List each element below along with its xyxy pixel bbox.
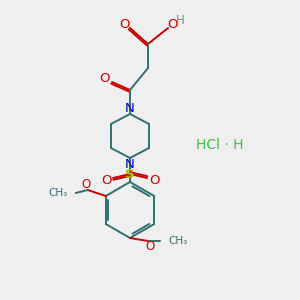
Text: O: O [149,175,159,188]
Text: O: O [100,73,110,85]
Text: O: O [167,17,177,31]
Text: O: O [101,175,111,188]
Text: O: O [119,17,129,31]
Text: HCl · H: HCl · H [196,138,244,152]
Text: N: N [125,101,135,115]
Text: O: O [146,239,154,253]
Text: O: O [81,178,90,191]
Text: N: N [125,158,135,170]
Text: CH₃: CH₃ [168,236,187,246]
Text: H: H [176,14,184,28]
Text: CH₃: CH₃ [49,188,68,198]
Text: S: S [125,167,135,181]
